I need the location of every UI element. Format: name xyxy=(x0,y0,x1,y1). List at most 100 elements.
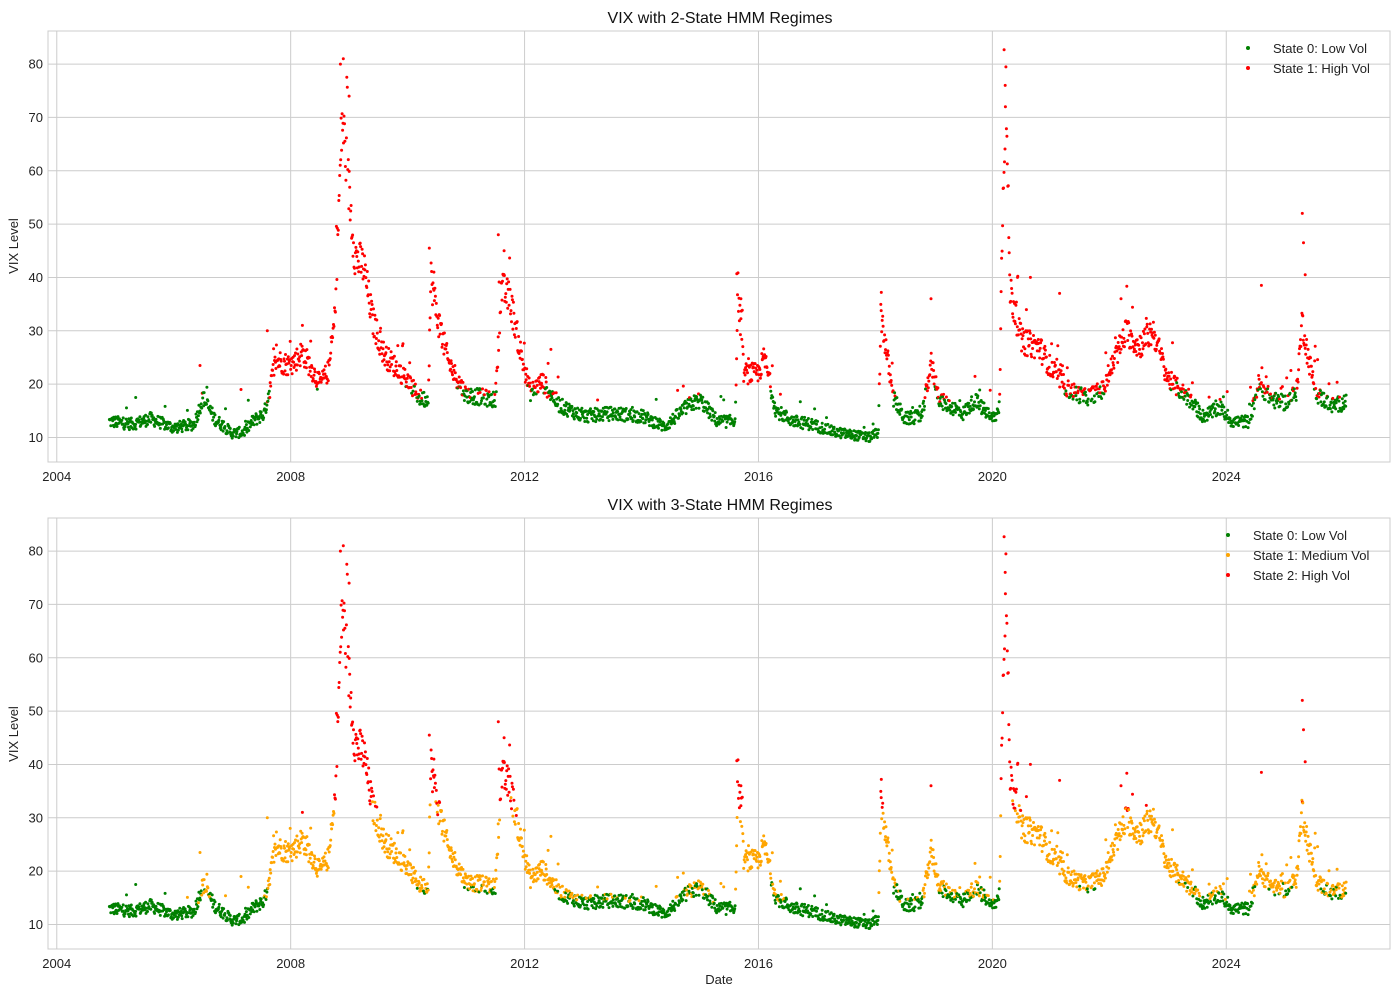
data-point xyxy=(359,757,363,761)
data-point xyxy=(348,672,352,676)
data-point xyxy=(637,412,641,416)
data-point xyxy=(225,431,229,435)
data-point xyxy=(707,889,710,892)
data-point xyxy=(624,894,628,897)
data-point xyxy=(803,415,807,419)
data-point xyxy=(1299,345,1303,348)
data-point xyxy=(1024,308,1028,312)
data-point xyxy=(361,764,365,768)
data-point xyxy=(513,822,517,826)
data-point xyxy=(1318,389,1322,393)
data-point xyxy=(511,787,515,791)
data-point xyxy=(1253,398,1257,402)
data-point xyxy=(543,878,547,882)
data-point xyxy=(332,324,336,328)
data-point xyxy=(1014,787,1018,791)
data-point xyxy=(1161,844,1165,848)
data-point xyxy=(338,62,342,66)
data-point xyxy=(594,420,598,424)
data-point xyxy=(768,372,772,375)
data-point xyxy=(368,315,372,319)
data-point xyxy=(770,851,774,855)
data-point xyxy=(264,411,268,414)
data-point xyxy=(721,906,725,910)
data-point xyxy=(438,801,442,804)
data-point xyxy=(1020,349,1024,353)
data-point xyxy=(445,838,449,842)
data-point xyxy=(611,904,615,908)
data-point xyxy=(1051,862,1055,866)
data-point xyxy=(1013,319,1017,323)
data-point xyxy=(319,867,323,871)
data-point xyxy=(415,399,419,403)
data-point xyxy=(633,902,637,906)
data-point xyxy=(950,892,954,895)
data-point xyxy=(1266,384,1270,388)
data-point xyxy=(224,894,227,898)
data-point xyxy=(249,419,253,422)
data-point xyxy=(1247,421,1251,425)
data-point xyxy=(1334,407,1338,411)
data-point xyxy=(194,412,198,416)
data-point xyxy=(1183,881,1187,885)
data-point xyxy=(1180,877,1183,881)
data-point xyxy=(331,336,335,340)
data-point xyxy=(434,788,438,792)
data-point xyxy=(345,75,349,79)
data-point xyxy=(976,881,980,885)
data-point xyxy=(394,847,398,851)
data-point xyxy=(778,392,782,396)
data-point xyxy=(879,309,883,313)
data-point xyxy=(785,897,788,901)
data-point xyxy=(1141,834,1145,838)
data-point xyxy=(1028,818,1032,822)
data-point xyxy=(1249,417,1253,421)
data-point xyxy=(618,902,622,906)
data-point xyxy=(172,429,176,433)
data-point xyxy=(1288,391,1292,395)
data-point xyxy=(295,347,299,351)
data-point xyxy=(928,850,932,854)
data-point xyxy=(395,369,399,372)
data-point xyxy=(152,416,156,420)
data-point xyxy=(527,863,531,867)
data-point xyxy=(734,383,738,387)
data-point xyxy=(1210,415,1214,419)
data-point xyxy=(676,875,680,879)
data-point xyxy=(596,398,600,402)
data-point xyxy=(367,279,371,283)
data-point xyxy=(492,886,496,889)
data-point xyxy=(867,918,871,922)
data-point xyxy=(724,913,728,916)
data-point xyxy=(733,907,737,911)
data-point xyxy=(150,413,154,417)
data-point xyxy=(742,866,746,870)
data-point xyxy=(247,429,251,432)
data-point xyxy=(290,859,294,863)
data-point xyxy=(289,367,293,371)
data-point xyxy=(408,848,412,852)
data-point xyxy=(274,830,278,834)
data-point xyxy=(390,850,394,853)
data-point xyxy=(982,401,986,405)
data-point xyxy=(1260,366,1264,370)
data-point xyxy=(1086,890,1090,894)
data-point xyxy=(1058,385,1062,389)
data-point xyxy=(149,420,153,424)
data-point xyxy=(438,332,442,336)
data-point xyxy=(357,265,361,269)
data-point xyxy=(556,402,560,406)
data-point xyxy=(266,399,270,403)
data-point xyxy=(427,851,431,855)
data-point xyxy=(374,337,378,340)
data-point xyxy=(449,367,453,371)
data-point xyxy=(1031,347,1035,350)
data-point xyxy=(1007,738,1011,742)
data-point xyxy=(180,917,184,921)
data-point xyxy=(190,424,194,427)
data-point xyxy=(779,406,783,409)
data-point xyxy=(1003,83,1007,87)
data-point xyxy=(928,373,932,377)
data-point xyxy=(354,732,358,736)
data-point xyxy=(399,851,403,855)
